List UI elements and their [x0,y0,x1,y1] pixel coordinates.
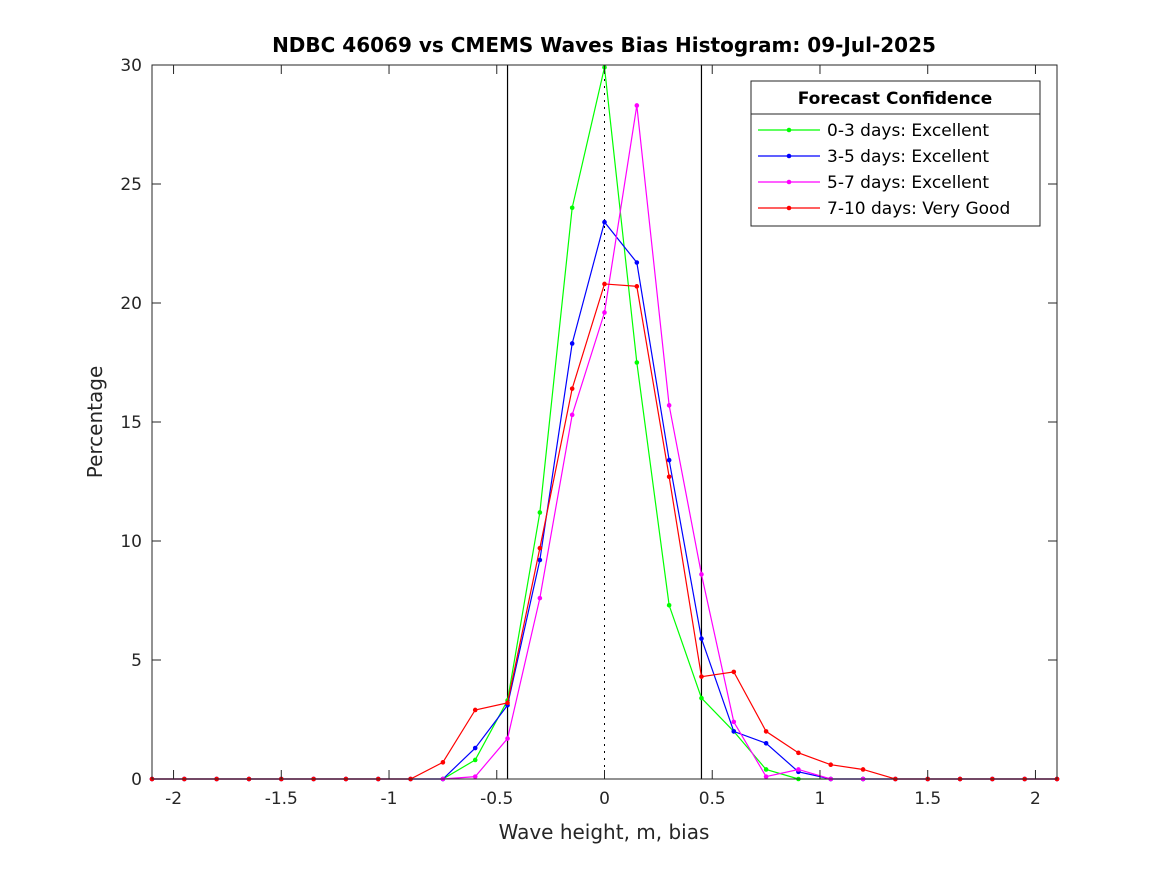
legend-label: 7-10 days: Very Good [827,199,1010,219]
y-tick-label: 0 [131,770,142,790]
y-tick-label: 10 [120,532,142,552]
x-tick-label: -2 [165,789,182,809]
data-point [731,719,737,725]
data-point [699,674,704,679]
data-point [763,774,769,779]
data-point [569,412,575,418]
data-point [666,474,672,480]
data-point [699,695,704,701]
data-point [763,729,769,734]
y-tick-label: 20 [120,294,142,314]
data-point [440,760,446,765]
data-point [763,767,769,772]
data-point [699,636,704,641]
legend-swatch-marker [786,179,792,185]
data-point [666,457,672,463]
data-point [537,510,543,515]
data-point [602,281,607,287]
data-point [602,310,607,315]
data-point [537,557,543,563]
legend-entries: 0-3 days: Excellent 3-5 days: Excellent 5-… [758,121,1010,219]
x-axis-ticks: -2 -1.5 -1 -0.5 0 0.5 1 1.5 2 [165,65,1041,809]
data-point [634,360,640,365]
y-tick-label: 5 [131,651,142,671]
x-tick-label: -1.5 [265,789,298,809]
y-tick-label: 30 [120,56,142,76]
data-point [505,736,510,741]
data-point [505,700,510,706]
data-point [569,341,575,346]
legend-swatch-marker [786,153,792,159]
data-point [666,403,672,408]
data-point [731,669,737,675]
data-point [796,750,801,756]
data-point [699,572,704,577]
reference-lines [506,65,703,779]
data-point [731,729,737,734]
data-point [634,260,640,265]
legend: Forecast Confidence 0-3 days: Excellent 3… [750,80,1041,227]
data-point [569,205,575,211]
y-tick-label: 25 [120,175,142,195]
x-tick-label: -1 [381,789,398,809]
legend-label: 0-3 days: Excellent [827,121,989,141]
legend-title: Forecast Confidence [798,89,993,109]
y-tick-label: 15 [120,413,142,433]
data-point [860,767,866,772]
legend-box [750,80,1041,227]
chart-title: NDBC 46069 vs CMEMS Waves Bias Histogram… [272,33,936,57]
data-point [763,741,769,746]
data-point [472,757,478,763]
data-point [666,602,672,608]
legend-entry: 7-10 days: Very Good [758,199,1010,219]
data-point [569,386,575,391]
legend-swatch-marker [786,127,792,133]
data-point [472,774,478,779]
data-point [537,545,543,551]
data-point [634,103,640,108]
data-point [472,745,478,751]
legend-entry: 5-7 days: Excellent [758,173,989,193]
data-point [634,284,640,289]
x-tick-label: 1 [815,789,826,809]
legend-label: 3-5 days: Excellent [827,147,989,167]
x-axis-label: Wave height, m, bias [499,820,710,844]
x-tick-label: 2 [1030,789,1041,809]
data-point [472,707,478,713]
data-point [796,767,801,772]
data-point [602,219,607,225]
y-axis-label: Percentage [83,366,107,479]
data-point [537,595,543,601]
legend-entry: 0-3 days: Excellent [758,121,989,141]
legend-label: 5-7 days: Excellent [827,173,989,193]
legend-swatch-marker [786,205,792,211]
x-tick-label: 1.5 [914,789,941,809]
x-tick-label: -0.5 [480,789,513,809]
data-point [828,762,834,768]
x-tick-label: 0.5 [699,789,726,809]
x-tick-label: 0 [599,789,610,809]
y-axis-ticks: 0 5 10 15 20 25 30 [120,56,1057,790]
legend-entry: 3-5 days: Excellent [758,147,989,167]
